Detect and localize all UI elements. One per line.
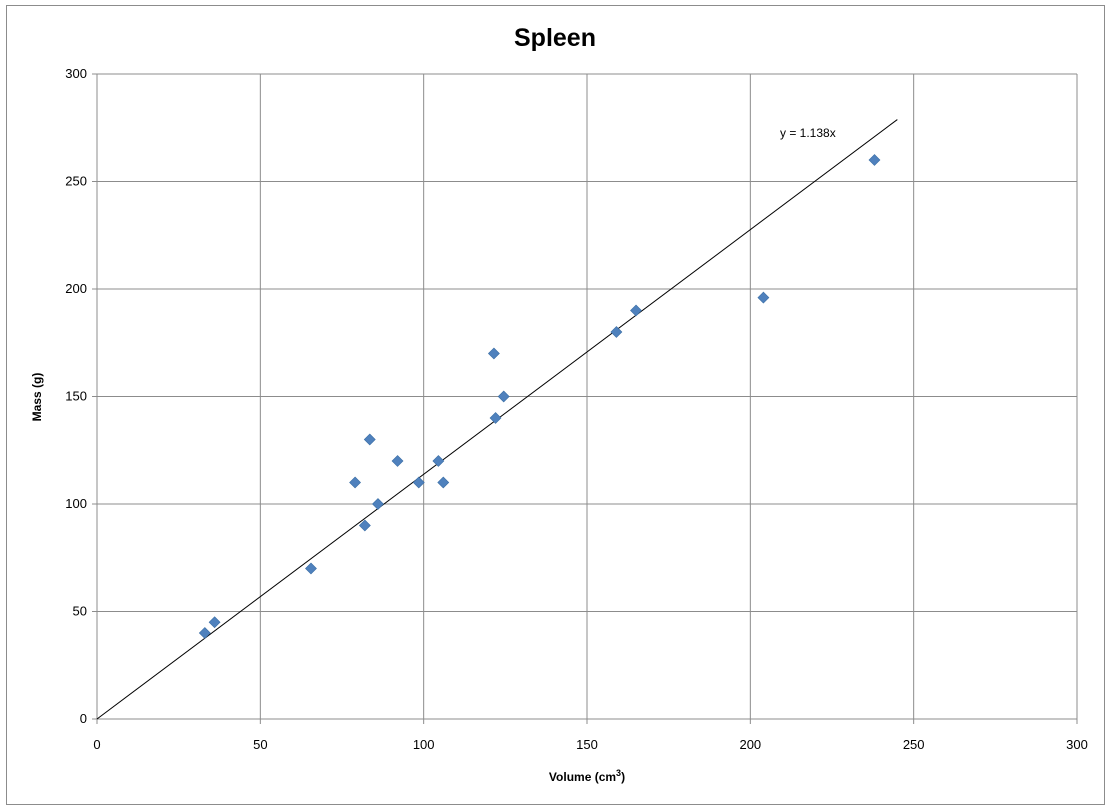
x-axis-label-end: ) [621, 770, 625, 784]
data-point-2 [305, 562, 317, 575]
tick-labels-layer: 0 50 100 150 200 250 300 0 50 100 150 200 250 300 [65, 66, 1088, 752]
x-tick-label-0: 0 [93, 737, 100, 752]
x-axis-label: Volume (cm3) [549, 768, 625, 784]
data-point-15 [630, 304, 642, 317]
data-point-0 [198, 627, 211, 639]
x-axis-label-main: Volume (cm [549, 770, 616, 784]
data-point-3 [349, 476, 361, 489]
y-tick-label-6: 300 [65, 66, 87, 81]
data-point-6 [372, 498, 384, 510]
data-point-1 [208, 616, 221, 629]
y-tick-label-4: 200 [65, 281, 87, 296]
data-point-14 [610, 326, 623, 338]
chart-title: Spleen [514, 24, 596, 52]
chart-frame [6, 5, 1105, 805]
trendline-equation: y = 1.138x [780, 126, 836, 140]
data-point-12 [489, 412, 502, 424]
x-tick-label-2: 100 [413, 737, 435, 752]
x-tick-label-5: 250 [903, 737, 925, 752]
x-tick-label-3: 150 [576, 737, 598, 752]
data-point-8 [412, 476, 425, 489]
data-point-10 [437, 476, 450, 489]
y-tick-label-1: 50 [73, 604, 87, 619]
grid-layer [92, 73, 1078, 724]
data-point-7 [391, 455, 404, 467]
data-point-17 [868, 154, 881, 166]
y-tick-label-2: 100 [65, 496, 87, 511]
y-tick-label-0: 0 [80, 711, 87, 726]
data-point-4 [358, 519, 371, 532]
points-layer [198, 154, 881, 639]
data-point-9 [432, 455, 445, 467]
data-point-16 [757, 291, 770, 304]
data-point-5 [363, 433, 376, 446]
data-point-11 [487, 347, 500, 360]
x-tick-label-4: 200 [739, 737, 761, 752]
x-tick-label-6: 300 [1066, 737, 1088, 752]
data-point-13 [497, 390, 510, 403]
y-axis-label: Mass (g) [30, 373, 44, 422]
x-tick-label-1: 50 [253, 737, 267, 752]
x-axis-label-superscript: 3 [616, 768, 621, 778]
y-tick-label-3: 150 [65, 389, 87, 404]
y-tick-label-5: 250 [65, 174, 87, 189]
